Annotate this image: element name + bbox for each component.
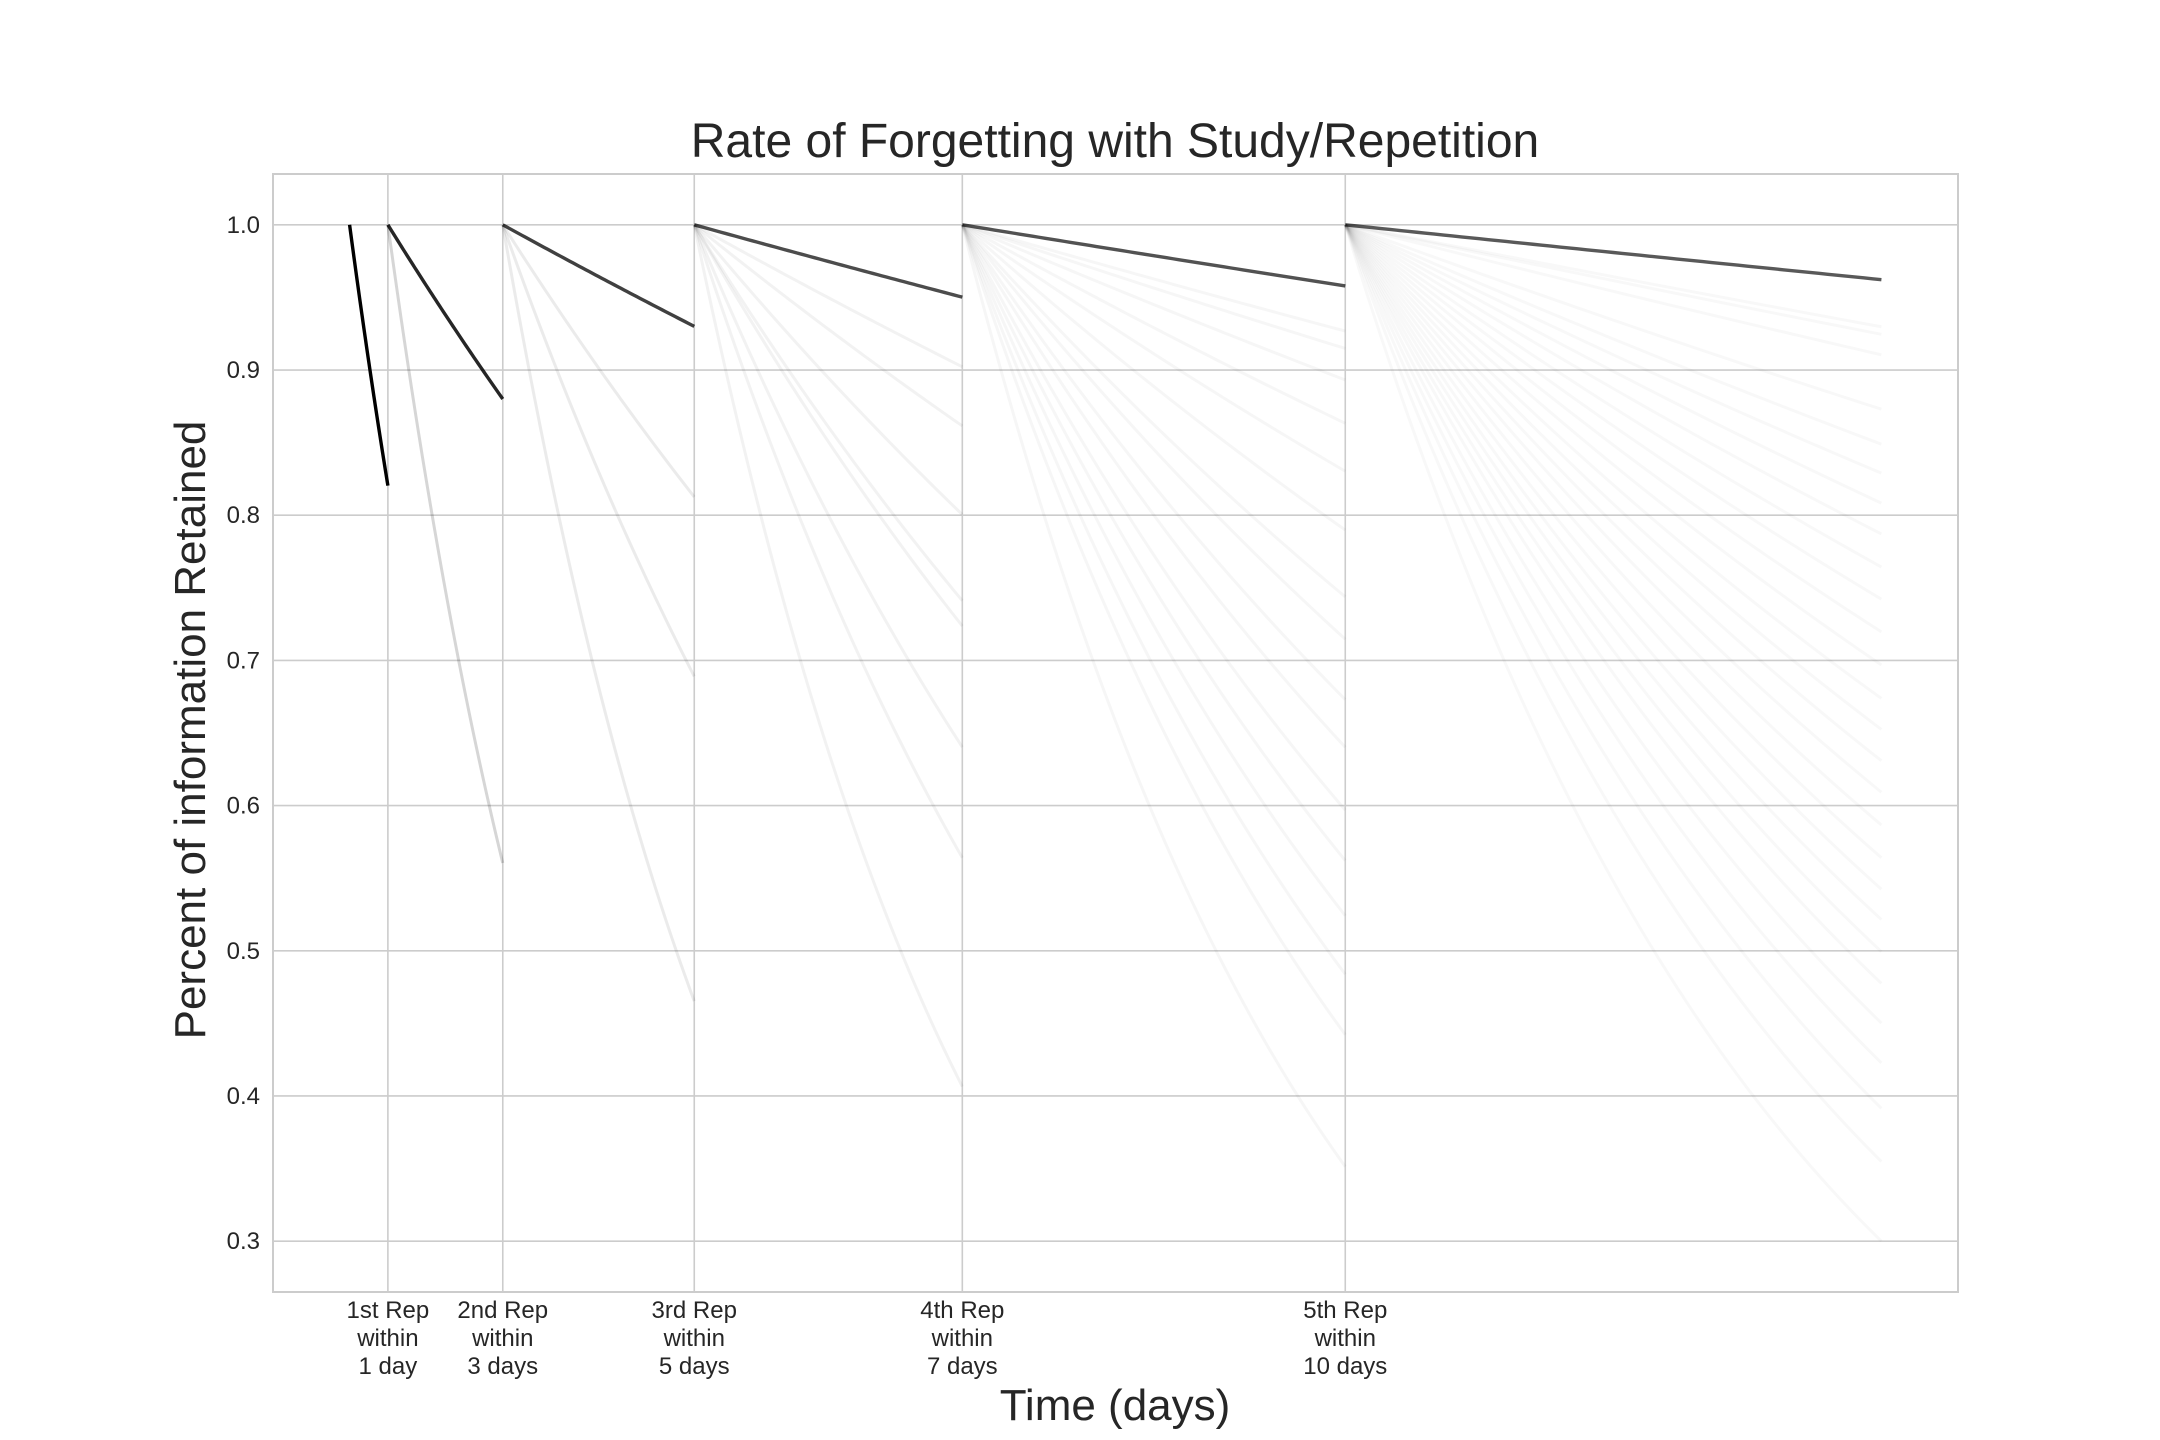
y-tick-label: 0.7	[227, 647, 260, 674]
forgotten-curve	[1345, 225, 1881, 889]
retention-curve	[962, 223, 1346, 288]
forgotten-curve	[962, 225, 1345, 974]
forgotten-curve	[501, 224, 696, 1002]
forgotten-curve	[962, 225, 1345, 597]
chart-title: Rate of Forgetting with Study/Repetition	[691, 115, 1539, 168]
y-tick-label: 0.4	[227, 1083, 260, 1110]
grid	[273, 174, 1958, 1292]
forgotten-curve	[386, 224, 505, 864]
forgotten-curve	[692, 224, 964, 602]
y-axis-ticks: 0.3 0.4 0.5 0.6 0.7 0.8 0.9 1.0	[227, 212, 260, 1255]
y-axis-label: Percent of information Retained	[166, 421, 215, 1040]
forgotten-curve	[501, 224, 696, 498]
y-tick-label: 0.8	[227, 502, 260, 529]
x-axis-label: Time (days)	[1000, 1381, 1231, 1430]
forgotten-curves	[386, 223, 1881, 1167]
y-tick-label: 0.6	[227, 793, 260, 820]
retention-curve	[347, 224, 390, 486]
y-tick-label: 0.5	[227, 938, 260, 965]
forgotten-curve	[692, 224, 964, 859]
x-tick-label: 5th Rep within 10 days	[1303, 1297, 1387, 1380]
x-tick-label: 3rd Rep within 5 days	[652, 1297, 737, 1380]
y-tick-label: 1.0	[227, 212, 260, 239]
retention-curve	[1345, 223, 1882, 282]
retention-curve	[386, 223, 505, 400]
forgotten-curve	[693, 223, 964, 516]
forgotten-curve	[693, 223, 963, 369]
forgotten-curve	[693, 223, 964, 428]
retention-curves	[347, 223, 1882, 486]
forgotten-curve	[692, 224, 964, 748]
x-tick-label: 2nd Rep within 3 days	[457, 1297, 548, 1380]
x-tick-label: 4th Rep within 7 days	[920, 1297, 1004, 1380]
forgotten-curve	[1345, 225, 1881, 334]
y-tick-label: 0.3	[227, 1228, 260, 1255]
x-tick-label: 1st Rep within 1 day	[347, 1297, 430, 1380]
retention-curve	[693, 223, 963, 299]
retention-curve	[501, 223, 696, 328]
forgotten-curve	[1345, 225, 1881, 632]
forgotten-curve	[692, 224, 964, 1088]
forgotten-curve	[692, 224, 964, 627]
forgotten-curve	[501, 224, 696, 678]
forgotten-curve	[962, 225, 1345, 1167]
plot-frame	[272, 173, 1959, 1293]
y-tick-label: 0.9	[227, 357, 260, 384]
x-axis-ticks: 1st Rep within 1 day 2nd Rep within 3 days 3rd…	[347, 1297, 1388, 1380]
